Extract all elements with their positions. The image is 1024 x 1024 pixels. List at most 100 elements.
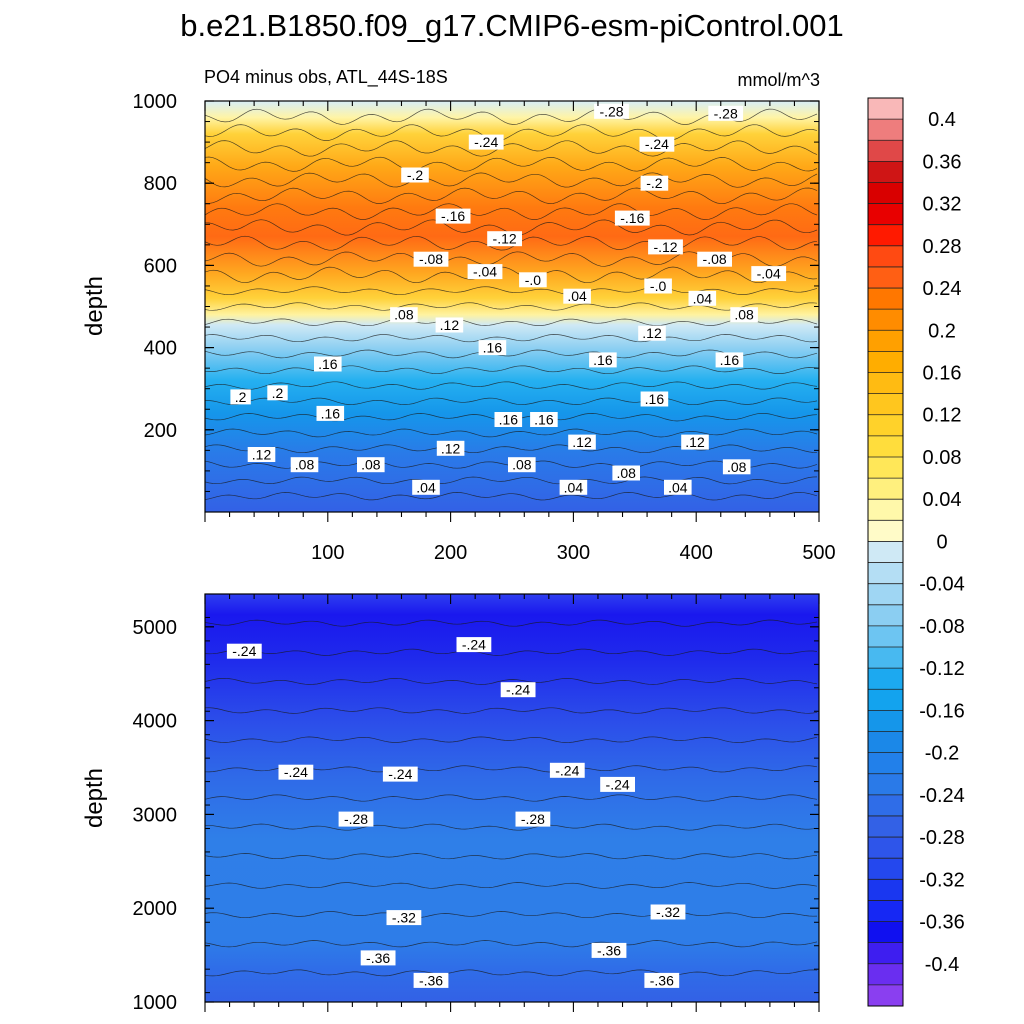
upper-axes: 200 400 600 800 1000 100 200 300 400 500 <box>133 91 836 564</box>
lower-y-tick-label: 5000 <box>133 617 178 639</box>
svg-text:.16: .16 <box>318 356 338 372</box>
svg-text:.2: .2 <box>272 385 284 401</box>
lower-contour-label: -.24 <box>456 637 492 653</box>
colorbar-swatch <box>868 984 903 1007</box>
colorbar-swatch <box>868 647 903 669</box>
lower-contour-label: -.36 <box>360 950 396 966</box>
svg-text:-.24: -.24 <box>462 637 486 653</box>
upper-contour-line <box>205 172 818 188</box>
svg-text:.08: .08 <box>512 457 532 473</box>
svg-text:-.08: -.08 <box>419 251 443 267</box>
upper-contour-label: .16 <box>715 352 744 368</box>
lower-contour-label: -.28 <box>515 811 551 827</box>
upper-contour-line <box>205 349 818 359</box>
colorbar-label: 0.36 <box>923 151 962 173</box>
lower-contour-label: -.28 <box>338 811 374 827</box>
svg-text:.16: .16 <box>534 412 554 428</box>
upper-panel: .04 .04 .04 .08 .08 .08 .08 .08 .12 .12 .12 .12 .16.… <box>81 91 836 564</box>
svg-text:-.08: -.08 <box>703 251 727 267</box>
lower-contour-label: -.36 <box>413 972 449 988</box>
svg-text:.08: .08 <box>727 459 747 475</box>
upper-contour-label: -.04 <box>467 264 503 280</box>
upper-contour-label: .12 <box>247 447 276 463</box>
svg-text:-.0: -.0 <box>650 278 667 294</box>
upper-contour-label: -.2 <box>401 167 429 183</box>
upper-contour-label: .16 <box>494 412 523 428</box>
svg-text:.12: .12 <box>441 440 461 456</box>
colorbar-label: 0.24 <box>923 278 962 300</box>
upper-x-tick-label: 100 <box>311 542 344 564</box>
lower-contour-label: -.36 <box>644 972 680 988</box>
upper-contour-line <box>205 397 818 406</box>
colorbar-label: 0.28 <box>923 236 962 258</box>
colorbar-swatch <box>868 393 903 416</box>
colorbar-swatch <box>868 478 903 500</box>
colorbar-swatch <box>868 794 903 817</box>
svg-text:.16: .16 <box>720 352 740 368</box>
lower-panel: -.36 -.36 -.36 -.36 -.32 -.32 -.28 -.28 -.24 -.24… <box>81 593 820 1014</box>
upper-contour-label: .08 <box>722 459 751 475</box>
upper-contour-labels: .04 .04 .04 .08 .08 .08 .08 .08 .12 .12 .12 .12 .16.… <box>230 103 787 495</box>
svg-text:.08: .08 <box>394 307 414 323</box>
upper-y-tick-label: 400 <box>144 338 177 360</box>
colorbar-frame <box>867 97 904 1007</box>
svg-text:-.32: -.32 <box>392 910 416 926</box>
svg-text:.08: .08 <box>734 307 754 323</box>
lower-axes: 1000 2000 3000 4000 5000 <box>133 593 820 1014</box>
upper-contour-label: -.12 <box>487 231 522 247</box>
lower-contour-line <box>205 648 818 656</box>
svg-text:-.28: -.28 <box>714 105 738 121</box>
upper-contour-label: -.04 <box>751 266 787 282</box>
svg-text:.08: .08 <box>616 465 636 481</box>
svg-text:-.28: -.28 <box>521 811 545 827</box>
upper-contour-label: -.16 <box>435 208 471 224</box>
lower-contour-labels: -.36 -.36 -.36 -.36 -.32 -.32 -.28 -.28 -.24 -.24… <box>226 637 686 988</box>
lower-contour-line <box>205 969 818 977</box>
lower-contour-line <box>205 794 818 802</box>
svg-text:.04: .04 <box>693 290 713 306</box>
colorbar-label: -0.04 <box>919 574 965 596</box>
svg-text:-.24: -.24 <box>388 766 412 782</box>
lower-contour-line <box>205 940 818 948</box>
upper-contour-label: .08 <box>390 307 418 323</box>
colorbar-swatch <box>868 583 903 606</box>
svg-text:-.24: -.24 <box>232 643 256 659</box>
svg-text:.12: .12 <box>685 434 705 450</box>
svg-text:-.12: -.12 <box>653 239 677 255</box>
upper-contour-line <box>205 334 818 343</box>
svg-text:.12: .12 <box>572 434 592 450</box>
upper-contour-line <box>205 156 818 172</box>
upper-contour-label: .08 <box>357 457 385 473</box>
upper-contour-line <box>205 444 818 454</box>
upper-contour-label: -.16 <box>614 210 650 226</box>
svg-text:.04: .04 <box>567 288 587 304</box>
svg-text:-.32: -.32 <box>656 904 680 920</box>
upper-contour-label: .12 <box>568 434 596 450</box>
upper-contour-line <box>205 365 818 375</box>
colorbar-label: -0.32 <box>919 869 965 891</box>
lower-contour-line <box>205 853 818 860</box>
colorbar-swatch <box>868 773 903 796</box>
colorbar-swatch <box>868 266 903 289</box>
lower-contour-label: -.32 <box>650 904 686 920</box>
colorbar-swatch <box>868 689 903 711</box>
svg-text:-.16: -.16 <box>441 208 465 224</box>
svg-text:.16: .16 <box>645 391 665 407</box>
colorbar-swatch <box>868 900 903 922</box>
colorbar-label: -0.16 <box>919 700 965 722</box>
svg-text:.08: .08 <box>295 457 315 473</box>
lower-contour-label: -.36 <box>591 942 627 958</box>
upper-contour-label: .16 <box>478 340 507 356</box>
lower-contour-line <box>205 736 818 743</box>
upper-contour-label: .08 <box>612 465 640 481</box>
lower-y-tick-label: 3000 <box>133 804 178 826</box>
svg-text:.16: .16 <box>593 352 613 368</box>
colorbar-swatch <box>868 963 903 986</box>
colorbar-swatch <box>868 942 903 965</box>
upper-y-tick-label: 800 <box>144 173 177 195</box>
svg-text:-.36: -.36 <box>366 950 390 966</box>
svg-text:-.0: -.0 <box>525 272 542 288</box>
svg-text:-.36: -.36 <box>419 972 443 988</box>
svg-text:-.12: -.12 <box>493 231 517 247</box>
upper-contour-line <box>205 491 818 501</box>
